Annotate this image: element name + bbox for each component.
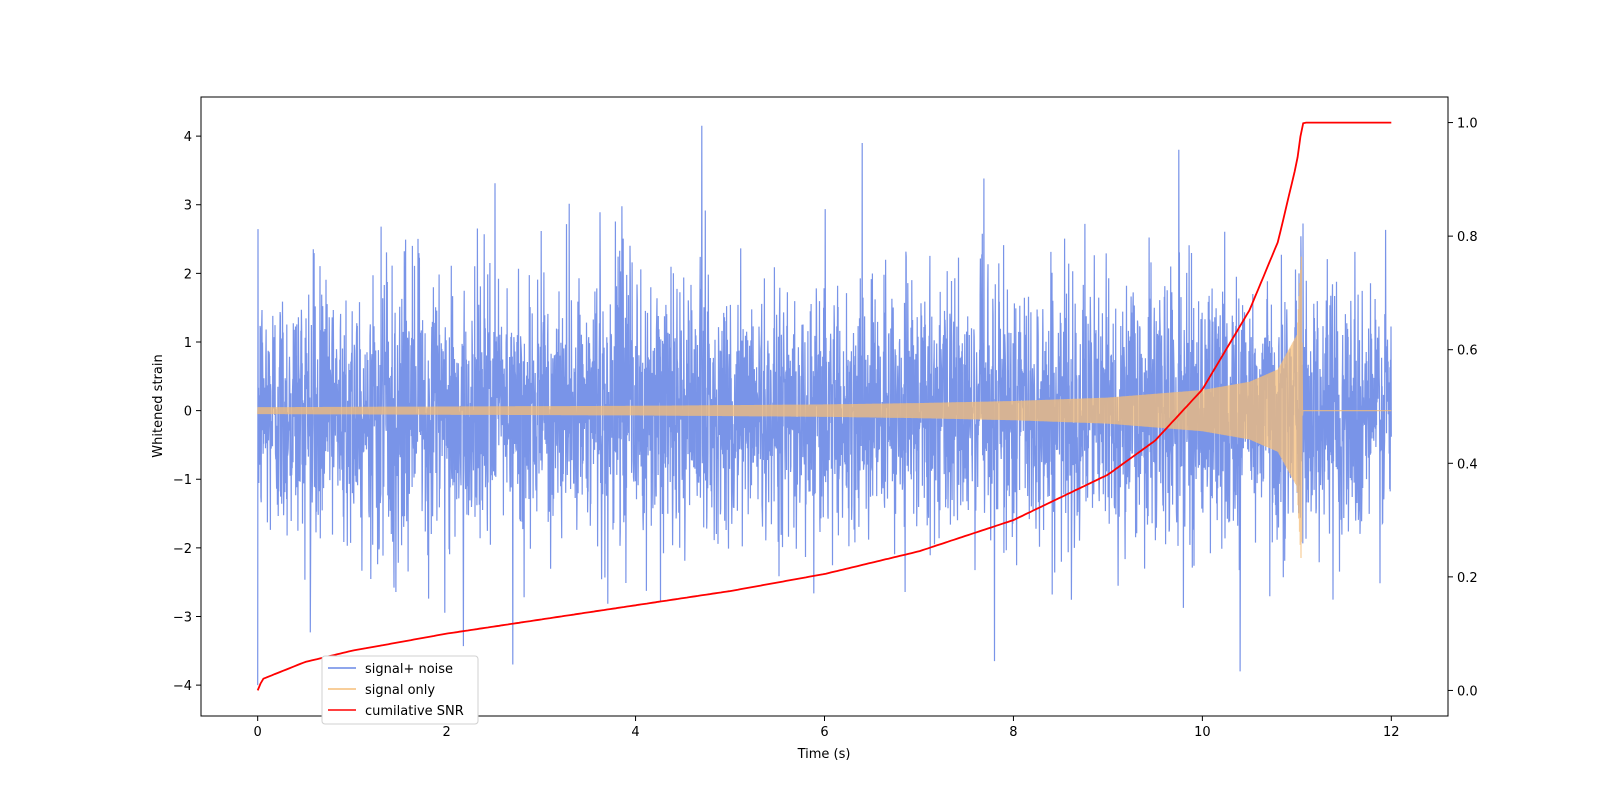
legend-label-signal-only: signal only — [365, 683, 435, 698]
legend-label-cumulative-snr: cumilative SNR — [365, 704, 464, 719]
y-tick-label: −3 — [173, 610, 192, 625]
y-tick-label: 3 — [184, 199, 192, 214]
y2-tick-label: 1.0 — [1457, 117, 1478, 132]
y-axis-label: Whitened strain — [151, 354, 166, 457]
y-tick-label: −1 — [173, 473, 192, 488]
legend-label-signal-noise: signal+ noise — [365, 662, 453, 677]
legend-box — [321, 655, 479, 725]
y-axis-right: 0.0 0.2 0.4 0.6 0.8 1.0 — [1448, 117, 1478, 699]
series-signal-only — [257, 256, 1392, 559]
y2-tick-label: 0.2 — [1457, 571, 1478, 586]
x-tick-label: 0 — [254, 725, 262, 740]
x-axis-label: Time (s) — [797, 747, 851, 762]
y-tick-label: −2 — [173, 542, 192, 557]
x-tick-label: 8 — [1009, 725, 1017, 740]
x-tick-label: 4 — [631, 725, 639, 740]
y-tick-label: 2 — [184, 267, 192, 282]
x-tick-label: 10 — [1194, 725, 1211, 740]
y-tick-label: 1 — [184, 336, 192, 351]
y-tick-label: −4 — [173, 679, 192, 694]
y2-tick-label: 0.6 — [1457, 344, 1478, 359]
y-axis-left: −4 −3 −2 −1 0 1 2 3 4 — [173, 130, 201, 694]
x-axis: 0 2 4 6 8 10 12 — [254, 716, 1400, 740]
y-tick-label: 0 — [184, 405, 192, 420]
y2-tick-label: 0.4 — [1457, 457, 1478, 472]
plot-area — [256, 121, 1392, 691]
x-tick-label: 6 — [820, 725, 828, 740]
x-tick-label: 2 — [442, 725, 450, 740]
x-tick-label: 12 — [1383, 725, 1400, 740]
y2-tick-label: 0.0 — [1457, 684, 1478, 699]
y-tick-label: 4 — [184, 130, 192, 145]
series-cumulative-snr — [256, 121, 1392, 691]
y2-tick-label: 0.8 — [1457, 230, 1478, 245]
legend: signal+ noise signal only cumilative SNR — [321, 655, 479, 725]
